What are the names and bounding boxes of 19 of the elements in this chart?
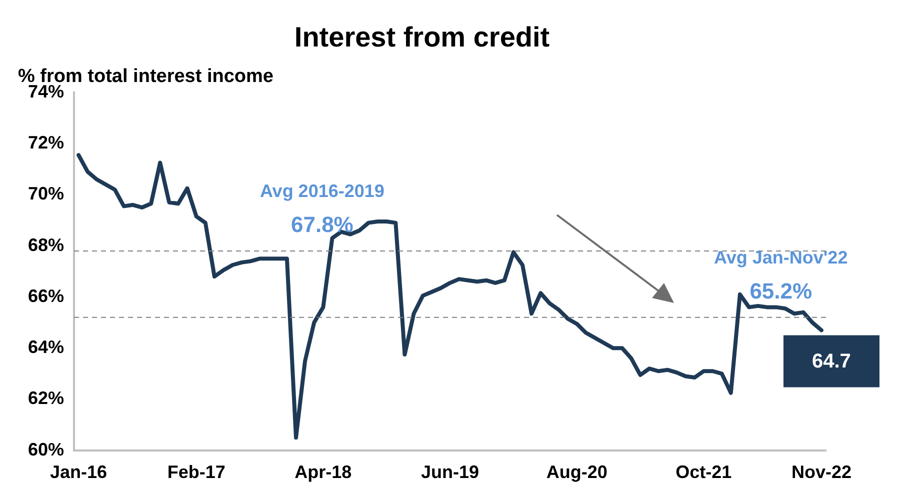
annotation: 64.7 <box>812 350 851 373</box>
y-tick-label: 74% <box>28 81 64 102</box>
x-tick-label: Nov-22 <box>791 462 852 482</box>
x-tick-label: Oct-21 <box>676 462 732 482</box>
ref-line-label: Avg Jan-Nov'22 65.2% <box>714 247 848 304</box>
x-tick-label: Aug-20 <box>546 462 608 482</box>
y-tick-label: 68% <box>28 234 64 255</box>
x-tick-label: Apr-18 <box>294 462 352 482</box>
x-tick-label: Jun-19 <box>421 462 480 482</box>
x-tick-label: Jan-16 <box>50 462 108 482</box>
y-tick-label: 72% <box>28 132 64 153</box>
y-tick-label: 64% <box>28 337 64 358</box>
y-tick-label: 70% <box>28 184 64 204</box>
y-tick-label: 62% <box>28 388 64 408</box>
y-tick-label: 60% <box>28 439 64 460</box>
chart-title: Interest from credit <box>294 22 550 53</box>
x-tick-label: Feb-17 <box>167 462 226 482</box>
ref-line-label: Avg 2016-2019 67.8% <box>260 180 384 238</box>
y-tick-label: 66% <box>28 286 64 306</box>
